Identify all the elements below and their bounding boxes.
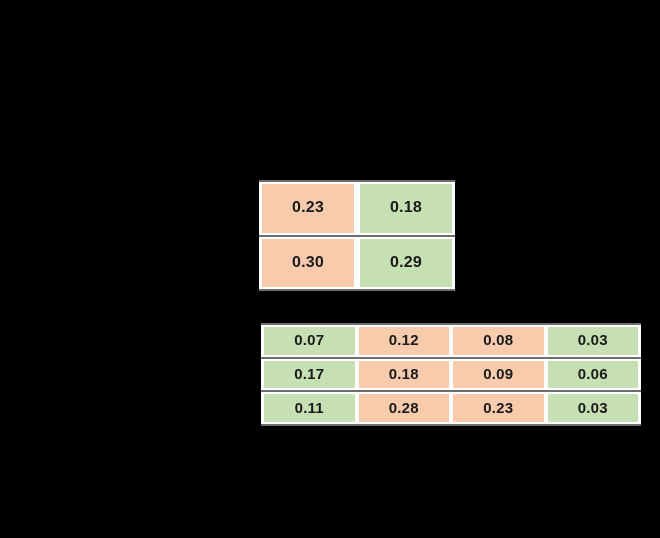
table-row: 0.11 0.28 0.23 0.03: [261, 390, 641, 425]
table-cell: 0.18: [358, 360, 449, 389]
table-cell: 0.12: [358, 327, 449, 355]
table-row: 0.07 0.12 0.08 0.03: [261, 323, 641, 357]
table-cell: 0.08: [453, 327, 544, 355]
table-cell: 0.29: [360, 238, 452, 287]
probability-table-3x4: 0.07 0.12 0.08 0.03 0.17 0.18 0.09 0.06 0.11 0.28…: [261, 323, 641, 426]
table-cell: 0.09: [453, 360, 544, 389]
table-cell: 0.23: [262, 184, 354, 233]
table-cell: 0.28: [358, 394, 449, 423]
table-cell: 0.17: [264, 360, 355, 389]
probability-table-2x2: 0.23 0.18 0.30 0.29: [259, 180, 455, 291]
table-cell: 0.30: [262, 238, 354, 287]
table-cell: 0.03: [547, 327, 638, 355]
table-cell: 0.03: [547, 394, 638, 423]
table-row: 0.30 0.29: [259, 234, 455, 289]
table-row: 0.23 0.18: [259, 180, 455, 235]
table-row: 0.17 0.18 0.09 0.06: [261, 356, 641, 391]
table-cell: 0.06: [547, 360, 638, 389]
table-cell: 0.23: [453, 394, 544, 423]
table-cell: 0.07: [264, 327, 355, 355]
table-cell: 0.11: [264, 394, 355, 423]
table-cell: 0.18: [360, 184, 452, 233]
